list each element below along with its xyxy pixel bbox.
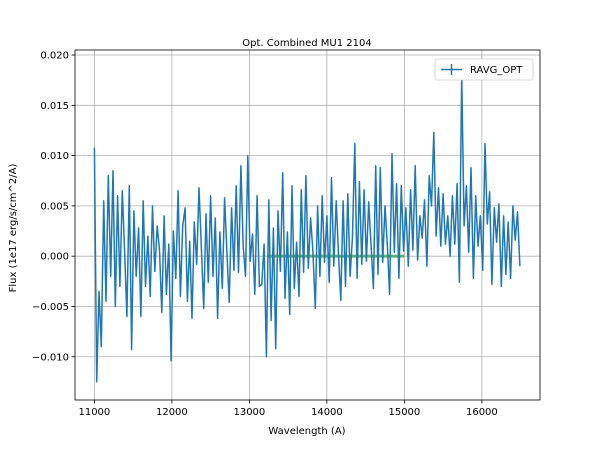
y-tick-label: −0.005 [32,302,69,313]
x-tick-label: 16000 [466,407,498,418]
x-axis-ticks: 11000 12000 13000 14000 15000 16000 [78,400,498,418]
y-axis-ticks: −0.010 −0.005 0.000 0.005 0.010 0.015 0.020 [32,51,75,363]
x-tick-label: 15000 [388,407,420,418]
x-tick-label: 11000 [78,407,110,418]
chart-title: Opt. Combined MU1 2104 [242,38,371,49]
plot-frame [74,49,541,401]
x-axis-label: Wavelength (A) [268,426,345,437]
y-tick-label: 0.020 [40,51,69,62]
legend-label-ravg-opt: RAVG_OPT [470,65,523,76]
x-tick-label: 14000 [311,407,343,418]
y-tick-label: 0.015 [40,101,69,112]
y-tick-label: 0.000 [40,252,69,263]
series-line-ravg-opt [93,74,521,383]
x-tick-label: 12000 [156,407,188,418]
series-layer [93,74,521,383]
y-axis-label: Flux (1e17 erg/s/cm^2/A) [8,164,19,293]
y-tick-label: 0.010 [40,151,69,162]
legend: RAVG_OPT [434,58,534,81]
y-tick-label: −0.010 [32,352,69,363]
x-tick-label: 13000 [233,407,265,418]
legend-box [434,58,534,81]
y-tick-label: 0.005 [40,201,69,212]
